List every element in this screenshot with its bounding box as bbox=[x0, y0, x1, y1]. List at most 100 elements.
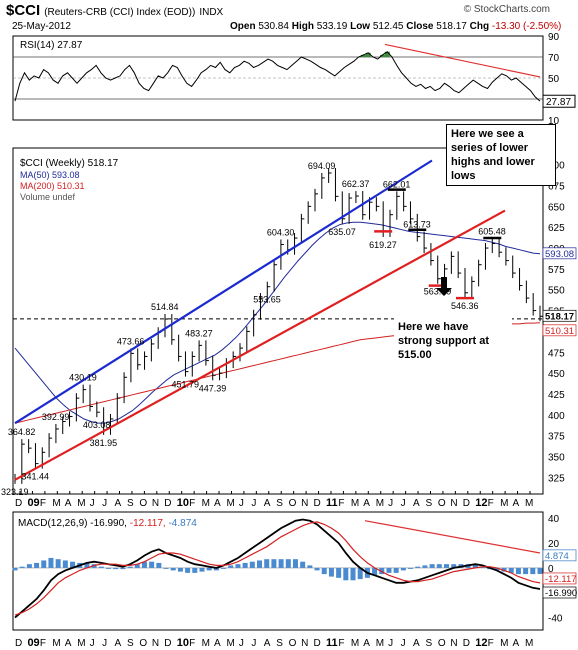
x-tick-label: A bbox=[264, 638, 271, 649]
legend-ma200: MA(200) 510.31 bbox=[20, 181, 85, 191]
support-arrow bbox=[436, 277, 452, 296]
x-tick-label: J bbox=[239, 638, 244, 649]
x-tick-label: A bbox=[115, 498, 122, 509]
x-tick-label: O bbox=[289, 498, 297, 509]
x-tick-label: J bbox=[388, 498, 393, 509]
macd-histogram-bar bbox=[422, 565, 428, 568]
price-data-label: 605.48 bbox=[478, 226, 506, 236]
price-right-label: 510.31 bbox=[545, 326, 574, 337]
x-tick-label: A bbox=[413, 638, 420, 649]
price-data-label: 473.66 bbox=[117, 336, 145, 346]
chart-title: $CCI (Reuters-CRB (CCI) Index (EOD)) INDX bbox=[6, 2, 223, 19]
macd-tick-label: 0 bbox=[548, 564, 554, 575]
macd-title: MACD(12,26,9) -16.990, -12.117, -4.874 bbox=[18, 518, 197, 529]
macd-histogram-bar bbox=[257, 560, 263, 568]
macd-histogram-bar bbox=[472, 564, 478, 568]
price-data-label: 483.27 bbox=[185, 328, 213, 338]
x-tick-label: M bbox=[52, 498, 60, 509]
macd-histogram-bar bbox=[292, 559, 298, 568]
price-data-label: 662.37 bbox=[342, 179, 370, 189]
macd-title-signal: -12.117, bbox=[130, 518, 166, 529]
upper-channel-line bbox=[14, 159, 433, 425]
x-tick-label: N bbox=[450, 498, 457, 509]
x-tick-label: M bbox=[77, 638, 85, 649]
macd-histogram-bar bbox=[350, 567, 356, 581]
macd-histogram-bar bbox=[55, 559, 61, 568]
price-layer: 3253503754004254504755005255505756006256… bbox=[1, 159, 577, 497]
x-tick-label: M bbox=[226, 498, 234, 509]
macd-histogram-bar bbox=[141, 561, 147, 568]
quote-date: 25-May-2012 bbox=[12, 21, 71, 32]
macd-histogram-bar bbox=[415, 566, 421, 568]
x-tick-label: A bbox=[65, 638, 72, 649]
quote-summary: Open 530.84 High 533.19 Low 512.45 Close… bbox=[230, 21, 561, 32]
low-value: 512.45 bbox=[372, 21, 404, 32]
macd-histogram-bar bbox=[444, 564, 450, 568]
legend-volume: Volume undef bbox=[20, 192, 76, 202]
macd-histogram-bar bbox=[523, 567, 529, 575]
x-tick-label: M bbox=[351, 638, 359, 649]
macd-tick-label: -40 bbox=[548, 614, 563, 625]
macd-histogram-bar bbox=[221, 567, 227, 569]
x-tick-label: D bbox=[164, 638, 171, 649]
macd-histogram-bar bbox=[436, 564, 442, 568]
macd-histogram-bar bbox=[321, 567, 327, 575]
x-tick-label: A bbox=[413, 498, 420, 509]
x-tick-label: A bbox=[363, 498, 370, 509]
x-tick-label: J bbox=[102, 638, 107, 649]
x-tick-label: N bbox=[152, 498, 159, 509]
price-tick-label: 700 bbox=[548, 161, 565, 172]
price-data-label: 447.39 bbox=[199, 383, 227, 393]
x-tick-label: N bbox=[301, 638, 308, 649]
macd-histogram-bar bbox=[84, 562, 90, 568]
macd-histogram-bar bbox=[19, 566, 25, 568]
rsi-tick-label: 90 bbox=[548, 32, 560, 43]
price-right-label: 518.17 bbox=[545, 311, 574, 322]
macd-title-hist: -4.874 bbox=[168, 518, 197, 529]
macd-histogram-bar bbox=[408, 567, 414, 569]
x-tick-label: A bbox=[65, 498, 72, 509]
macd-right-box bbox=[542, 586, 577, 599]
macd-histogram-bar bbox=[228, 565, 234, 568]
macd-histogram-bar bbox=[206, 567, 212, 571]
macd-histogram-bar bbox=[185, 567, 191, 573]
macd-histogram-bar bbox=[515, 567, 521, 575]
rsi-trendline bbox=[384, 43, 541, 78]
x-tick-label: F bbox=[189, 498, 195, 509]
macd-histogram-bar bbox=[328, 567, 334, 577]
macd-histogram-bar bbox=[34, 562, 40, 568]
x-tick-label: 10 bbox=[177, 637, 189, 649]
rsi-value-box bbox=[542, 94, 576, 108]
x-tick-label: S bbox=[276, 498, 283, 509]
price-data-label: 635.07 bbox=[328, 227, 356, 237]
price-data-label: 430.19 bbox=[69, 373, 97, 383]
macd-line bbox=[14, 518, 541, 619]
x-tick-label: D bbox=[164, 498, 171, 509]
macd-histogram-bar bbox=[120, 567, 126, 570]
price-data-label: 323.19 bbox=[1, 487, 29, 497]
macd-histogram-bar bbox=[70, 561, 76, 568]
macd-histogram-bar bbox=[26, 564, 32, 568]
x-tick-label: J bbox=[401, 638, 406, 649]
price-data-label: 604.30 bbox=[267, 227, 295, 237]
price-data-label: 514.84 bbox=[151, 302, 179, 312]
x-tick-label: A bbox=[214, 498, 221, 509]
x-tick-label: M bbox=[351, 498, 359, 509]
x-tick-label: 10 bbox=[177, 497, 189, 509]
macd-histogram-bar bbox=[429, 564, 435, 568]
price-data-label: 662.01 bbox=[383, 179, 411, 189]
x-tick-label: J bbox=[90, 638, 95, 649]
x-tick-label: O bbox=[438, 638, 446, 649]
x-tick-label: A bbox=[264, 498, 271, 509]
chg-label: Chg bbox=[469, 21, 490, 32]
x-tick-label: D bbox=[15, 638, 22, 649]
x-tick-label: O bbox=[139, 498, 147, 509]
x-tick-label: N bbox=[152, 638, 159, 649]
x-tick-label: 11 bbox=[326, 497, 338, 509]
price-tick-label: 475 bbox=[548, 348, 565, 359]
note-lower-highs-line-4: lows bbox=[451, 170, 476, 182]
price-data-label: 381.95 bbox=[90, 438, 118, 448]
high-value: 533.19 bbox=[316, 21, 348, 32]
note-lower-highs: Here we see a series of lower highs and … bbox=[446, 124, 556, 186]
note-lower-highs-line-3: highs and lower bbox=[451, 156, 535, 168]
